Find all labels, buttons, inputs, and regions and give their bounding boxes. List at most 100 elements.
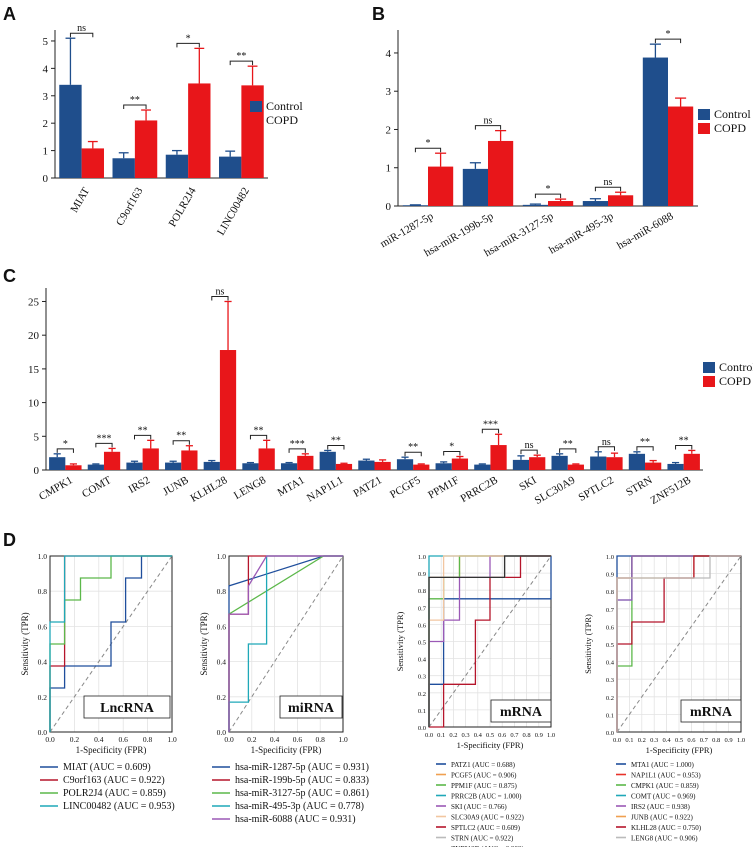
y-tick-label: 0.1 bbox=[418, 708, 426, 715]
y-tick-label: 0.8 bbox=[38, 587, 48, 596]
legend-label: KLHL28 (AUC = 0.750) bbox=[631, 824, 702, 832]
x-tick-label: 0.7 bbox=[700, 737, 709, 744]
significance-bracket bbox=[675, 444, 693, 450]
x-tick-label: 0.2 bbox=[449, 732, 457, 739]
roc-legend: MIAT (AUC = 0.609) C9orf163 (AUC = 0.922)… bbox=[40, 762, 175, 812]
significance-label: ** bbox=[331, 435, 341, 446]
panel-label-b: B bbox=[372, 4, 385, 24]
x-tick-label: 0.6 bbox=[687, 737, 696, 744]
x-tick-label: 0.9 bbox=[725, 737, 733, 744]
significance-bracket bbox=[443, 451, 461, 456]
legend-label: LINC00482 (AUC = 0.953) bbox=[63, 801, 175, 812]
x-tick-label: KLHL28 bbox=[188, 474, 229, 505]
bar-control-ski bbox=[512, 459, 530, 470]
x-tick-label: NAP1L1 bbox=[305, 474, 345, 504]
y-tick-label: 0.2 bbox=[217, 693, 227, 702]
roc-chart-d2: 0.00.0 0.2 0.2 0.4 0.4 0.6 0.6 0.8 0.8 1.0 1.0 miRN… bbox=[199, 552, 369, 825]
bar-copd-hsa-mir-199b-5p bbox=[488, 140, 514, 206]
bar-copd-hsa-mir-3127-5p bbox=[548, 201, 574, 206]
x-tick-label: 0.3 bbox=[462, 732, 470, 739]
x-tick-label: 0.6 bbox=[293, 735, 303, 744]
significance-bracket bbox=[211, 295, 229, 301]
bar-copd-nap1l1 bbox=[335, 463, 353, 470]
x-tick-label: 1.0 bbox=[338, 735, 348, 744]
x-tick-label: miR-1287-5p bbox=[378, 210, 436, 250]
y-axis-label: Sensitivity (TPR) bbox=[199, 612, 209, 675]
significance-label: * bbox=[666, 29, 671, 40]
bar-copd-znf512b bbox=[683, 453, 700, 470]
bar-copd-pcgf5 bbox=[413, 464, 430, 470]
significance-bracket bbox=[597, 446, 615, 451]
y-tick-label: 0.9 bbox=[418, 571, 426, 578]
significance-bracket bbox=[481, 428, 500, 434]
legend-label: C9orf163 (AUC = 0.922) bbox=[63, 775, 165, 786]
y-tick-label: 0.2 bbox=[606, 695, 614, 702]
significance-label: *** bbox=[483, 419, 498, 430]
bar-copd-leng8 bbox=[258, 448, 275, 470]
x-tick-label: 0.9 bbox=[535, 732, 543, 739]
x-tick-label: 1.0 bbox=[737, 737, 745, 744]
y-tick-label: 0.0 bbox=[38, 728, 48, 737]
chart-title: miRNA bbox=[288, 701, 335, 716]
legend-label: POLR2J4 (AUC = 0.859) bbox=[63, 788, 166, 799]
y-tick-label: 0.6 bbox=[38, 622, 48, 631]
x-tick-label: JUNB bbox=[161, 474, 191, 498]
bar-control-klhl28 bbox=[203, 461, 220, 470]
x-tick-label: 0.6 bbox=[498, 732, 507, 739]
roc-curve-ski bbox=[428, 555, 551, 727]
legend-label: NAP1L1 (AUC = 0.953) bbox=[631, 772, 701, 780]
bar-control-hsa-mir-6088 bbox=[642, 57, 668, 207]
legend-label: SLC30A9 (AUC = 0.922) bbox=[451, 814, 524, 822]
y-axis-label: Sensitivity (TPR) bbox=[395, 611, 405, 671]
bar-chart-a: 0 1 2 3 4 5 ns MIAT ** C9orf163 * POLR2J4 ** LINC0048… bbox=[43, 23, 304, 237]
title-box bbox=[490, 699, 552, 723]
y-tick-label: 0.4 bbox=[606, 660, 615, 667]
y-tick-label: 0.6 bbox=[217, 622, 227, 631]
bar-control-linc00482 bbox=[219, 156, 242, 178]
bar-copd-linc00482 bbox=[241, 85, 264, 178]
bar-control-patz1 bbox=[358, 460, 375, 470]
significance-label: ** bbox=[563, 439, 573, 450]
bar-control-hsa-mir-495-3p bbox=[582, 201, 608, 206]
legend-label-control: Control bbox=[719, 360, 753, 374]
bar-control-strn bbox=[628, 453, 646, 470]
legend-label: STRN (AUC = 0.922) bbox=[451, 835, 514, 843]
bar-control-cmpk1 bbox=[49, 457, 66, 470]
x-tick-label: 1.0 bbox=[167, 735, 177, 744]
legend-label: hsa-miR-1287-5p (AUC = 0.931) bbox=[235, 762, 369, 773]
significance-bracket bbox=[534, 193, 562, 199]
bar-control-irs2 bbox=[126, 462, 143, 470]
y-tick-label: 0.2 bbox=[38, 693, 48, 702]
x-tick-label: MTA1 bbox=[276, 474, 307, 499]
reference-diagonal bbox=[428, 555, 552, 728]
x-tick-label: LINC00482 bbox=[215, 186, 252, 238]
bar-copd-patz1 bbox=[374, 461, 391, 470]
significance-bracket bbox=[594, 186, 622, 192]
bar-control-comt bbox=[87, 464, 104, 470]
significance-bracket bbox=[123, 104, 147, 110]
x-tick-label: 0.3 bbox=[650, 737, 658, 744]
bar-control-mir-1287-5p bbox=[402, 205, 428, 206]
x-tick-label: C9orf163 bbox=[114, 185, 146, 228]
y-tick-label: 4 bbox=[386, 48, 392, 60]
panel-label-c: C bbox=[3, 266, 16, 286]
panel-label-d: D bbox=[3, 530, 16, 550]
legend-swatch-copd bbox=[703, 376, 715, 387]
significance-bracket bbox=[414, 147, 442, 153]
legend-label: hsa-miR-495-3p (AUC = 0.778) bbox=[235, 801, 364, 812]
bar-copd-klhl28 bbox=[219, 350, 237, 470]
y-tick-label: 1 bbox=[386, 163, 392, 175]
legend-label: hsa-miR-3127-5p (AUC = 0.861) bbox=[235, 788, 369, 799]
x-tick-label: hsa-miR-6088 bbox=[615, 210, 676, 252]
x-tick-label: IRS2 bbox=[127, 474, 153, 496]
significance-bracket bbox=[69, 32, 94, 38]
x-tick-label: 0.8 bbox=[712, 737, 720, 744]
y-tick-label: 0.4 bbox=[217, 658, 227, 667]
significance-bracket bbox=[559, 448, 577, 453]
x-tick-label: PRRC2B bbox=[458, 474, 499, 505]
x-tick-label: POLR2J4 bbox=[167, 185, 199, 229]
x-tick-label: 0.0 bbox=[425, 732, 433, 739]
bar-chart-c: 0510152025*CMPK1***COMT**IRS2**JUNBnsKLH… bbox=[28, 286, 753, 506]
